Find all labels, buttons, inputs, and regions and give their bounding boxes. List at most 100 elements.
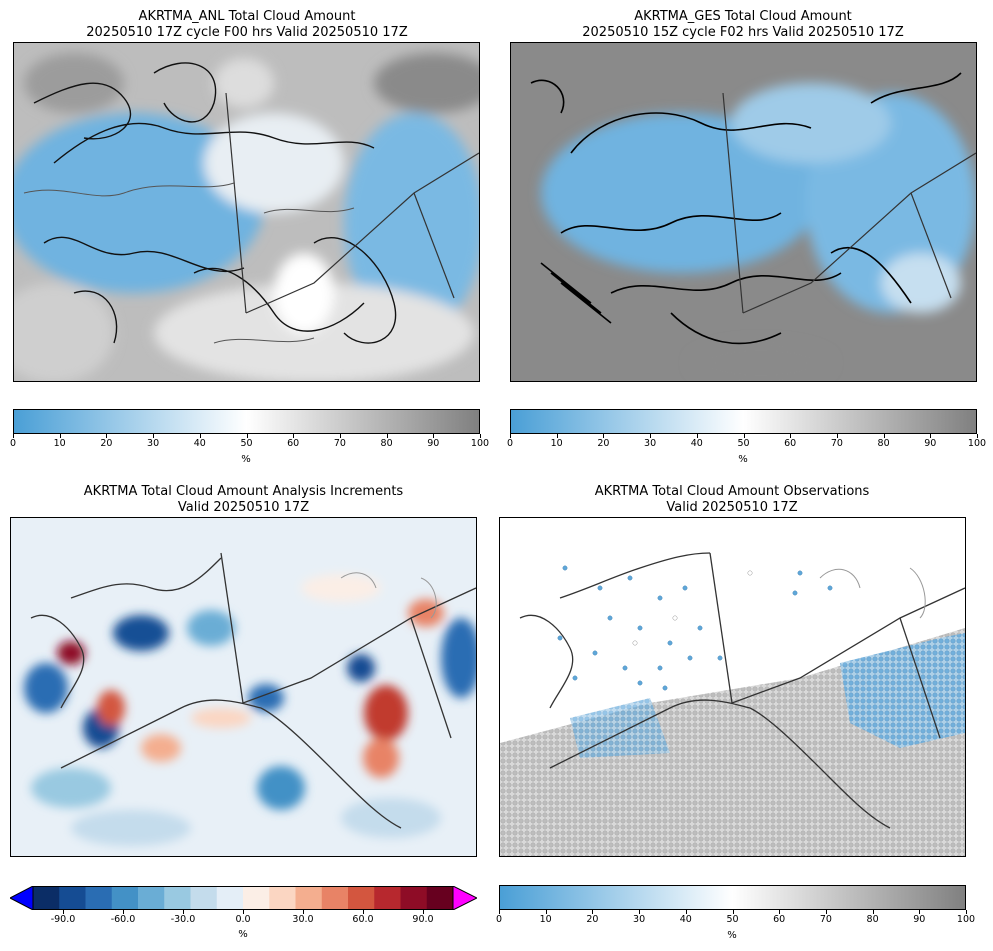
colorbar-tick-label: 20 [586,914,599,925]
obs-title: AKRTMA Total Cloud Amount Observations V… [499,484,965,516]
colorbar-tickmark [293,434,295,438]
inc-colorbar-unit: % [238,929,248,940]
colorbar-bin [269,886,296,910]
colorbar-tickmark [966,910,967,914]
colorbar-tickmark [303,910,304,914]
colorbar-bin [138,886,165,910]
ges-map-image [511,43,976,381]
colorbar-tick-label: 70 [830,438,843,449]
colorbar-tickmark [779,910,781,914]
colorbar-bin [164,886,191,910]
inc-map-image [11,518,476,856]
colorbar-tickmark [480,434,481,438]
obs-colorbar [499,885,966,910]
colorbar-bin [85,886,113,910]
colorbar-tick-label: 70 [819,914,832,925]
colorbar-tick-label: 40 [679,914,692,925]
inc-colorbar-svg [8,885,479,911]
ges-colorbar-unit: % [738,454,748,465]
colorbar-tick-label: 0 [9,438,17,449]
colorbar-tickmark [825,910,827,914]
colorbar-tickmark [836,434,838,438]
colorbar-tickmark [872,910,874,914]
colorbar-tick-label: 20 [100,438,113,449]
colorbar-tick-label: 90 [924,438,937,449]
ges-title: AKRTMA_GES Total Cloud Amount 20250510 1… [510,9,976,41]
colorbar-tickmark [246,434,248,438]
colorbar-tickmark [696,434,698,438]
colorbar-tickmark [63,910,64,914]
colorbar-frame [32,886,454,910]
colorbar-tick-label: 40 [690,438,703,449]
anl-title-line2: 20250510 17Z cycle F00 hrs Valid 2025051… [86,25,408,40]
colorbar-tickmark [510,434,511,438]
colorbar-tick-label: 10 [550,438,563,449]
ges-title-line2: 20250510 15Z cycle F02 hrs Valid 2025051… [582,25,904,40]
colorbar-under-triangle [8,885,34,911]
colorbar-tickmark [386,434,388,438]
colorbar-bin [374,886,401,910]
colorbar-tick-label: 30 [633,914,646,925]
colorbar-bin [348,886,375,910]
colorbar-tick-label: 10 [539,914,552,925]
anl-colorbar-unit: % [241,454,251,465]
anl-title: AKRTMA_ANL Total Cloud Amount 20250510 1… [14,9,480,41]
colorbar-bin [190,886,218,910]
colorbar-tick-label: 60 [784,438,797,449]
colorbar-bin [216,886,244,910]
colorbar-tickmark [977,434,978,438]
colorbar-tick-label: 80 [877,438,890,449]
anl-title-line1: AKRTMA_ANL Total Cloud Amount [138,9,356,24]
colorbar-bin [295,886,323,910]
inc-title: AKRTMA Total Cloud Amount Analysis Incre… [10,484,477,516]
inc-colorbar [8,885,479,911]
ges-map [510,42,977,382]
colorbar-tick-label: 10 [53,438,66,449]
obs-map-image [500,518,965,856]
colorbar-tick-label: 80 [866,914,879,925]
colorbar-tick-label: 80 [380,438,393,449]
colorbar-bin [321,886,349,910]
obs-title-line1: AKRTMA Total Cloud Amount Observations [594,484,870,499]
colorbar-tick-label: 40 [193,438,206,449]
colorbar-tickmark [499,910,500,914]
colorbar-tickmark [930,434,932,438]
colorbar-tickmark [123,910,124,914]
inc-title-line2: Valid 20250510 17Z [177,500,310,515]
colorbar-tick-label: 0.0 [235,914,251,925]
anl-map [13,42,480,382]
colorbar-tickmark [153,434,155,438]
colorbar-tickmark [685,910,687,914]
colorbar-tickmark [556,434,558,438]
colorbar-tickmark [339,434,341,438]
colorbar-tickmark [423,910,424,914]
colorbar-tickmark [243,910,244,914]
anl-colorbar [13,409,480,434]
colorbar-tick-label: 90 [913,914,926,925]
colorbar-over-triangle [452,885,479,911]
colorbar-tickmark [743,434,745,438]
colorbar-tickmark [545,910,547,914]
ges-title-line1: AKRTMA_GES Total Cloud Amount [634,9,852,24]
colorbar-tickmark [13,434,14,438]
colorbar-tickmark [883,434,885,438]
colorbar-tickmark [790,434,792,438]
colorbar-tickmark [363,910,364,914]
anl-map-image [14,43,479,381]
colorbar-bin [111,886,139,910]
colorbar-tickmark [59,434,61,438]
colorbar-tick-label: 60.0 [352,914,374,925]
colorbar-tickmark [732,910,734,914]
colorbar-tick-label: -60.0 [110,914,136,925]
colorbar-tick-label: 90.0 [412,914,434,925]
obs-title-line2: Valid 20250510 17Z [666,500,798,515]
colorbar-tick-label: -30.0 [170,914,196,925]
colorbar-tick-label: 50 [726,914,739,925]
colorbar-tickmark [592,910,594,914]
inc-map [10,517,477,857]
ges-colorbar [510,409,977,434]
colorbar-bin [400,886,428,910]
colorbar-tick-label: 0 [495,914,503,925]
colorbar-tick-label: 70 [333,438,346,449]
colorbar-tick-label: 60 [773,914,786,925]
